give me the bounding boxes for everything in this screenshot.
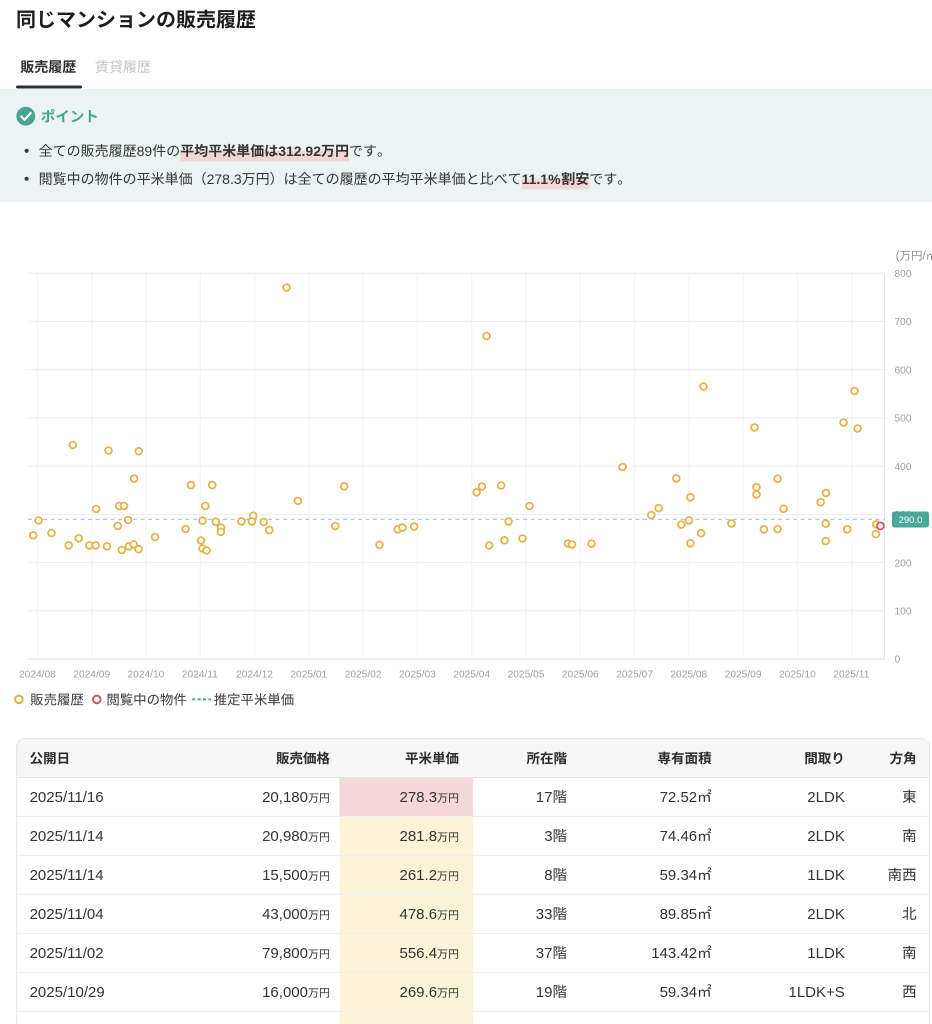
svg-text:2LDK: 2LDK xyxy=(807,789,845,806)
svg-text:20,980: 20,980 xyxy=(262,828,308,845)
svg-text:281.8: 281.8 xyxy=(400,828,438,845)
svg-text:2025/11/04: 2025/11/04 xyxy=(30,906,104,923)
svg-text:2025/11/02: 2025/11/02 xyxy=(30,945,104,962)
svg-text:2025/11: 2025/11 xyxy=(833,670,869,681)
svg-text:19: 19 xyxy=(536,984,553,1001)
svg-text:700: 700 xyxy=(895,317,912,328)
svg-text:74.46: 74.46 xyxy=(660,828,698,845)
svg-text:2025/06: 2025/06 xyxy=(562,670,599,681)
svg-text:2024/10: 2024/10 xyxy=(128,670,165,681)
svg-text:800: 800 xyxy=(895,269,912,280)
svg-text:59.34: 59.34 xyxy=(660,867,698,884)
svg-text:2025/11/14: 2025/11/14 xyxy=(30,867,104,884)
svg-text:2025/04: 2025/04 xyxy=(453,670,490,681)
svg-text:2025/03: 2025/03 xyxy=(399,670,436,681)
svg-text:290.0: 290.0 xyxy=(899,515,923,526)
svg-text:79,800: 79,800 xyxy=(262,945,308,962)
svg-text:72.52: 72.52 xyxy=(660,789,698,806)
svg-text:16,000: 16,000 xyxy=(262,984,308,1001)
svg-text:2025/01: 2025/01 xyxy=(290,670,327,681)
svg-text:/: / xyxy=(923,251,927,263)
svg-text:2025/10/29: 2025/10/29 xyxy=(30,984,105,1001)
svg-text:278.3: 278.3 xyxy=(400,789,438,806)
svg-text:478.6: 478.6 xyxy=(400,906,438,923)
svg-text:600: 600 xyxy=(895,365,912,376)
svg-text:2024/12: 2024/12 xyxy=(236,670,273,681)
svg-text:2024/08: 2024/08 xyxy=(19,670,56,681)
svg-text:100: 100 xyxy=(895,607,912,618)
svg-text:2LDK: 2LDK xyxy=(807,906,845,923)
svg-text:143.42: 143.42 xyxy=(651,945,697,962)
svg-text:500: 500 xyxy=(895,414,912,425)
svg-text:2025/05: 2025/05 xyxy=(508,670,545,681)
svg-text:2025/11/14: 2025/11/14 xyxy=(30,828,104,845)
svg-text:2025/09: 2025/09 xyxy=(725,670,762,681)
svg-text:43,000: 43,000 xyxy=(262,906,308,923)
svg-text:(: ( xyxy=(896,251,900,263)
svg-text:1LDK: 1LDK xyxy=(807,945,845,962)
svg-text:11.1%: 11.1% xyxy=(522,171,561,187)
svg-text:1LDK+S: 1LDK+S xyxy=(789,984,845,1001)
svg-text:2025/08: 2025/08 xyxy=(670,670,707,681)
svg-text:59.34: 59.34 xyxy=(660,984,698,1001)
svg-text:200: 200 xyxy=(895,558,912,569)
svg-text:269.6: 269.6 xyxy=(400,984,438,1001)
svg-text:3: 3 xyxy=(544,828,552,845)
svg-text:2025/02: 2025/02 xyxy=(345,670,382,681)
svg-text:2024/09: 2024/09 xyxy=(73,670,110,681)
svg-text:0: 0 xyxy=(895,655,901,666)
svg-text:278.3: 278.3 xyxy=(207,171,242,187)
svg-text:17: 17 xyxy=(536,789,553,806)
svg-text:2024/11: 2024/11 xyxy=(182,670,218,681)
svg-text:400: 400 xyxy=(895,462,912,473)
svg-text:1LDK: 1LDK xyxy=(807,867,845,884)
svg-text:556.4: 556.4 xyxy=(400,945,438,962)
svg-text:2LDK: 2LDK xyxy=(807,828,845,845)
svg-text:89.85: 89.85 xyxy=(660,906,698,923)
svg-text:20,180: 20,180 xyxy=(262,789,308,806)
svg-text:261.2: 261.2 xyxy=(400,867,438,884)
svg-text:2025/10: 2025/10 xyxy=(779,670,816,681)
svg-text:2025/07: 2025/07 xyxy=(616,670,653,681)
svg-text:89: 89 xyxy=(137,143,153,159)
svg-text:312.92: 312.92 xyxy=(278,143,321,159)
svg-text:37: 37 xyxy=(536,945,553,962)
svg-text:8: 8 xyxy=(544,867,552,884)
svg-text:2025/11/16: 2025/11/16 xyxy=(30,789,104,806)
svg-text:15,500: 15,500 xyxy=(262,867,308,884)
svg-text:33: 33 xyxy=(536,906,553,923)
